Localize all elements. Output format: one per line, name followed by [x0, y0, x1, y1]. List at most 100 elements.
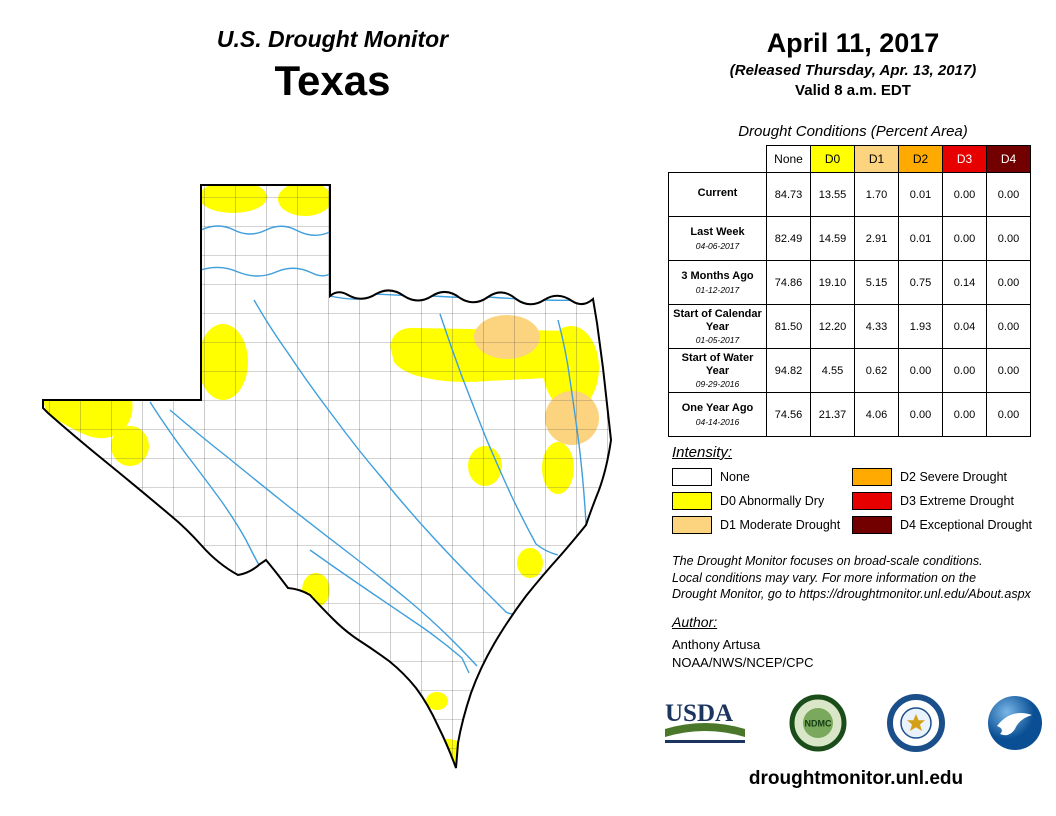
usda-swoosh: [665, 723, 745, 737]
row-label: Last Week: [690, 226, 745, 239]
row-date: 01-05-2017: [695, 335, 740, 346]
county-boundaries: [43, 185, 611, 768]
value-cell: 0.01: [898, 216, 943, 261]
value-cell: 0.00: [942, 348, 987, 393]
legend-label: D3 Extreme Drought: [900, 494, 1014, 508]
value-cell: 0.75: [898, 260, 943, 305]
legend-label: D1 Moderate Drought: [720, 518, 841, 532]
value-cell: 0.62: [854, 348, 899, 393]
ndmc-logo: NDMC: [789, 694, 847, 752]
value-cell: 81.50: [766, 304, 811, 349]
col-header-d4: D4: [986, 145, 1031, 173]
usda-underline: [665, 740, 745, 743]
row-date: 09-29-2016: [695, 379, 740, 390]
author-org: NOAA/NWS/NCEP/CPC: [672, 655, 814, 670]
texas-state-outline: [42, 184, 613, 769]
value-cell: 0.00: [986, 216, 1031, 261]
table-row: Current 84.73 13.55 1.70 0.01 0.00 0.00: [668, 172, 1031, 217]
table-row: Start of Water Year 09-29-2016 94.82 4.5…: [668, 348, 1031, 393]
row-date: 04-14-2016: [695, 416, 740, 427]
row-label: Start of Water Year: [681, 351, 754, 377]
value-cell: 74.86: [766, 260, 811, 305]
value-cell: 0.00: [986, 392, 1031, 437]
table-row: 3 Months Ago 01-12-2017 74.86 19.10 5.15…: [668, 260, 1031, 305]
legend-item-d2: D2 Severe Drought: [852, 468, 1007, 486]
value-cell: 0.00: [986, 172, 1031, 217]
doc-logo: [887, 694, 946, 752]
value-cell: 0.00: [898, 392, 943, 437]
value-cell: 1.70: [854, 172, 899, 217]
noaa-bird: [996, 713, 1032, 736]
value-cell: 94.82: [766, 348, 811, 393]
legend-label: D0 Abnormally Dry: [720, 494, 825, 508]
row-label: Current: [697, 187, 738, 200]
value-cell: 19.10: [810, 260, 855, 305]
row-label-cell: Current: [668, 172, 767, 217]
footer-url: droughtmonitor.unl.edu: [748, 768, 964, 789]
row-label-cell: 3 Months Ago 01-12-2017: [668, 260, 767, 305]
value-cell: 4.55: [810, 348, 855, 393]
drought-conditions-table: None D0 D1 D2 D3 D4 Current 84.73 13.55 …: [668, 145, 1031, 437]
value-cell: 12.20: [810, 304, 855, 349]
value-cell: 84.73: [766, 172, 811, 217]
usda-logo: USDA: [665, 700, 745, 743]
texas-drought-map: [18, 168, 668, 786]
legend-item-d0: D0 Abnormally Dry: [672, 492, 824, 510]
value-cell: 0.00: [898, 348, 943, 393]
col-header-d0: D0: [810, 145, 855, 173]
sabine-river: [557, 319, 587, 524]
legend-title: Intensity:: [672, 444, 733, 461]
doc-eagle-emblem: [907, 714, 926, 731]
red-river-fork: [200, 266, 331, 277]
valid-time: Valid 8 a.m. EDT: [795, 82, 911, 99]
trinity-river: [439, 313, 559, 556]
row-label-cell: Last Week 04-06-2017: [668, 216, 767, 261]
legend-label: None: [720, 470, 750, 484]
row-label: Start of Calendar Year: [673, 307, 762, 333]
legend-item-none: None: [672, 468, 750, 486]
d1-swatch: [672, 516, 712, 534]
col-header-none: None: [766, 145, 811, 173]
released-date: (Released Thursday, Apr. 13, 2017): [729, 62, 977, 79]
col-header-d2: D2: [898, 145, 943, 173]
value-cell: 1.93: [898, 304, 943, 349]
disclaimer-text: The Drought Monitor focuses on broad-sca…: [672, 553, 1052, 603]
table-row: Start of Calendar Year 01-05-2017 81.50 …: [668, 304, 1031, 349]
colorado-river: [169, 409, 478, 667]
row-label: One Year Ago: [681, 402, 754, 415]
report-header: U.S. Drought Monitor Texas: [130, 26, 535, 105]
value-cell: 0.00: [986, 348, 1031, 393]
d0-swatch: [672, 492, 712, 510]
row-label-cell: One Year Ago 04-14-2016: [668, 392, 767, 437]
usda-logo-text: USDA: [665, 700, 733, 727]
legend-item-d4: D4 Exceptional Drought: [852, 516, 1032, 534]
report-title: U.S. Drought Monitor: [216, 26, 449, 52]
table-title: Drought Conditions (Percent Area): [738, 123, 968, 140]
value-cell: 21.37: [810, 392, 855, 437]
disclaimer-line: The Drought Monitor focuses on broad-sca…: [672, 554, 983, 568]
ndmc-logo-text: NDMC: [804, 719, 831, 729]
value-cell: 0.00: [986, 304, 1031, 349]
col-header-d3: D3: [942, 145, 987, 173]
table-row: One Year Ago 04-14-2016 74.56 21.37 4.06…: [668, 392, 1031, 437]
state-name: Texas: [274, 57, 391, 104]
none-swatch: [672, 468, 712, 486]
guadalupe-river: [309, 549, 470, 674]
legend-label: D4 Exceptional Drought: [900, 518, 1033, 532]
report-date: April 11, 2017: [766, 28, 940, 58]
d3-swatch: [852, 492, 892, 510]
row-label-cell: Start of Water Year 09-29-2016: [668, 348, 767, 393]
noaa-logo: [987, 696, 1042, 750]
brazos-river: [253, 299, 524, 615]
value-cell: 0.00: [942, 392, 987, 437]
value-cell: 4.06: [854, 392, 899, 437]
table-corner: [668, 145, 767, 173]
value-cell: 14.59: [810, 216, 855, 261]
legend-label: D2 Severe Drought: [900, 470, 1008, 484]
table-header-row: None D0 D1 D2 D3 D4: [668, 145, 1031, 173]
d2-swatch: [852, 468, 892, 486]
value-cell: 0.00: [942, 172, 987, 217]
row-label-cell: Start of Calendar Year 01-05-2017: [668, 304, 767, 349]
value-cell: 2.91: [854, 216, 899, 261]
